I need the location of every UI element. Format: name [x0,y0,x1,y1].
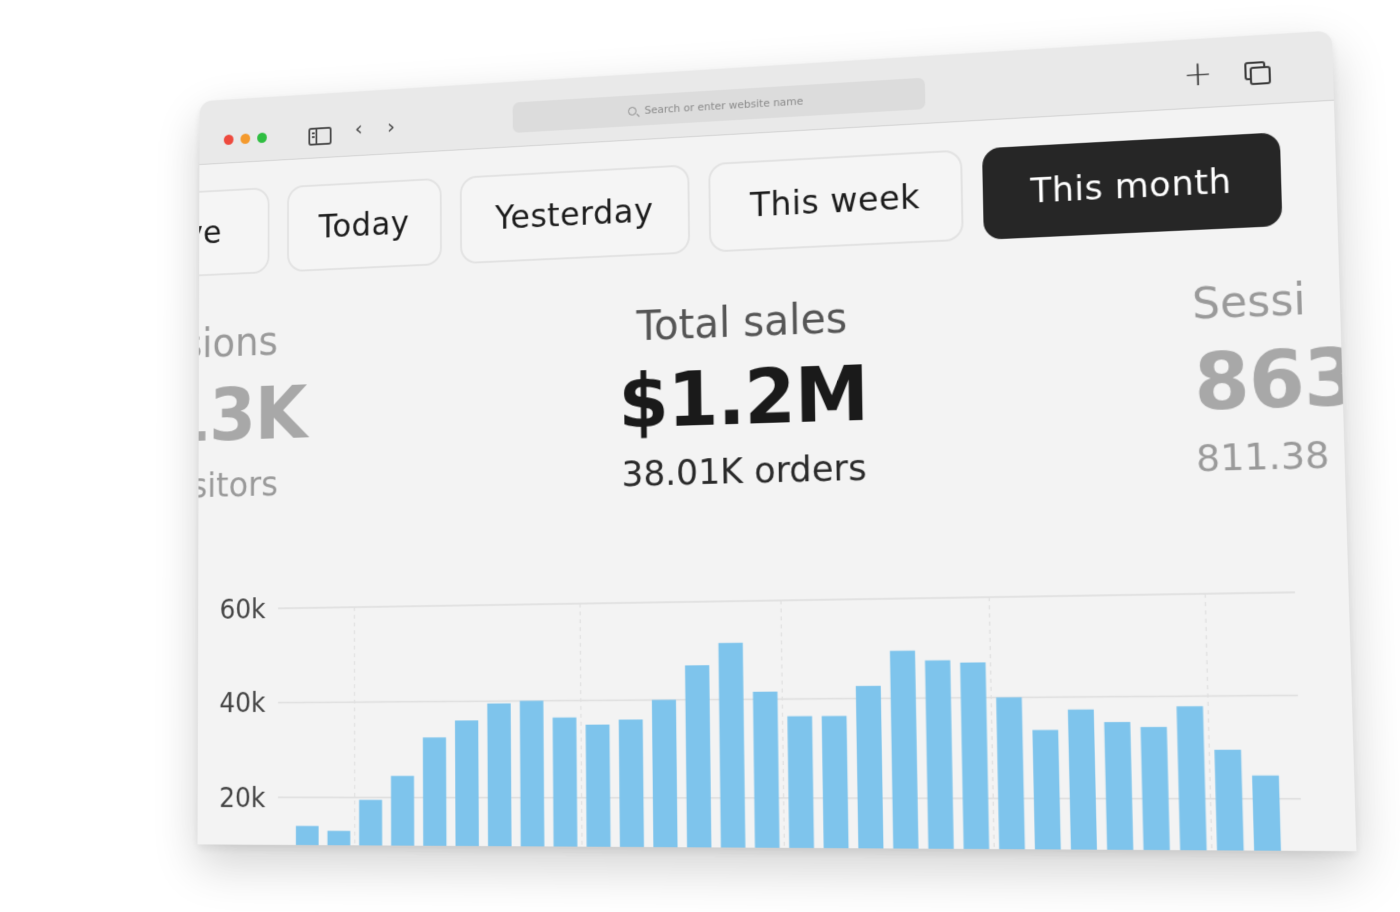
y-tick-label: 40k [219,687,265,719]
bar-3[interactable] [390,775,415,846]
bar-2[interactable] [359,799,383,846]
bar-24[interactable] [1104,721,1134,850]
forward-icon[interactable]: › [387,115,396,140]
sessions-right-label: Sessi [1191,274,1307,329]
sessions-right-value: 863 [1192,330,1357,428]
bar-12[interactable] [685,665,712,848]
bar-9[interactable] [585,724,611,847]
bar-21[interactable] [996,697,1025,850]
total-sales-stat: Total sales $1.2M 38.01K orders [532,289,960,497]
bar-20[interactable] [960,662,990,850]
sessions-sub: visitors [197,464,278,507]
bar-19[interactable] [924,660,954,849]
sidebar-toggle-icon[interactable] [308,126,332,146]
total-sales-label: Total sales [636,293,848,351]
filter-this-month[interactable]: This month [981,132,1283,240]
sessions-label: ssions [197,317,278,369]
y-tick-label: 20k [219,782,265,814]
filter-this-week[interactable]: This week [708,149,964,253]
bar-27[interactable] [1214,749,1244,851]
vertical-gridline-3 [989,597,994,849]
bar-4[interactable] [422,737,447,846]
bar-5[interactable] [454,720,479,847]
sales-bar-chart: 60k 40k 20k [219,565,1356,851]
vertical-gridline-4 [1205,594,1212,851]
bar-6[interactable] [487,703,512,847]
bar-18[interactable] [889,650,919,849]
search-icon [628,106,637,116]
gridline-1 [278,695,1298,702]
filter-today[interactable]: Today [287,177,442,273]
total-sales-value: $1.2M [618,349,869,446]
bar-7[interactable] [519,700,545,847]
bar-14[interactable] [752,691,780,848]
bar-16[interactable] [821,715,849,849]
browser-window: ‹ › Search or enter website name + ve To… [197,30,1357,852]
close-window-button[interactable] [223,134,234,146]
y-tick-label: 60k [219,593,265,626]
bar-1[interactable] [327,830,351,846]
filter-live[interactable]: ve [197,187,270,280]
maximize-window-button[interactable] [257,132,267,144]
minimize-window-button[interactable] [240,133,251,145]
new-tab-icon[interactable]: + [1182,53,1214,96]
sessions-right-stat: Sessi 863 811.38 [1191,270,1356,480]
dashboard-content: ve Today Yesterday This week This month … [197,100,1357,852]
tab-overview-icon[interactable] [1244,61,1272,86]
filter-yesterday[interactable]: Yesterday [459,164,691,265]
bar-25[interactable] [1140,726,1170,851]
bar-13[interactable] [718,642,746,848]
vertical-gridline-2 [781,600,784,847]
bar-0[interactable] [295,825,319,846]
sessions-stat: ssions 13K visitors [197,315,340,507]
bar-17[interactable] [855,685,884,849]
bar-26[interactable] [1176,706,1207,851]
address-bar[interactable]: Search or enter website name [512,77,926,133]
bar-10[interactable] [618,719,644,848]
bar-28[interactable] [1252,775,1281,851]
sessions-value: 13K [197,370,307,459]
bar-23[interactable] [1067,709,1097,850]
bar-15[interactable] [787,716,815,849]
bar-8[interactable] [552,717,578,847]
window-controls [223,132,267,146]
bar-11[interactable] [651,699,678,848]
sessions-right-sub: 811.38 [1195,434,1331,481]
gridline-0 [278,592,1295,608]
address-placeholder: Search or enter website name [644,94,804,117]
vertical-gridline-1 [580,604,582,847]
back-icon[interactable]: ‹ [354,117,363,142]
total-sales-orders: 38.01K orders [621,447,867,495]
bar-22[interactable] [1032,729,1061,850]
